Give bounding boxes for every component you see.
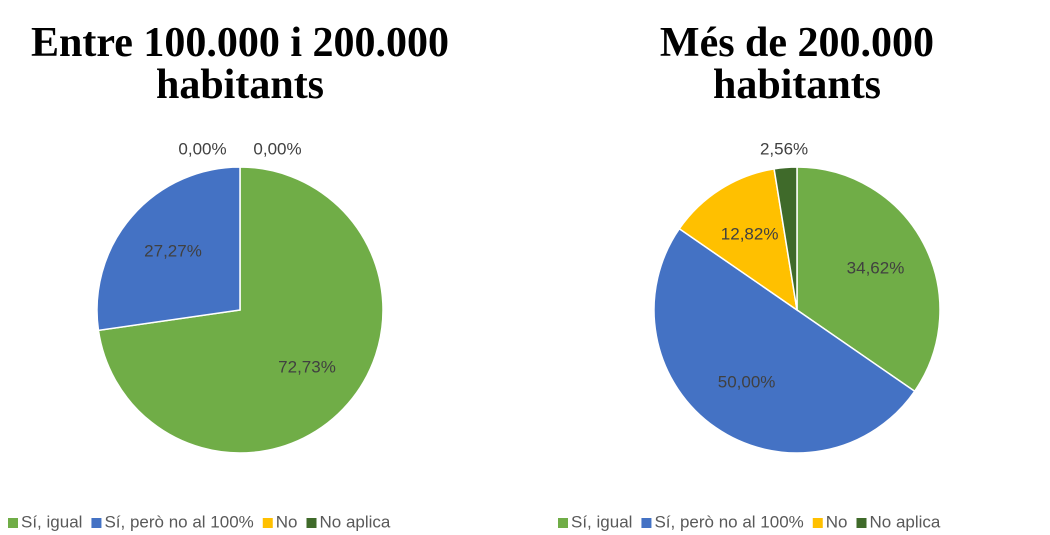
data-label: 27,27% (144, 241, 202, 260)
legend-swatch (262, 518, 273, 528)
chart-title: Entre 100.000 i 200.000 (31, 20, 449, 66)
legend-label: No (276, 512, 298, 531)
chart-title: Més de 200.000 (660, 20, 934, 66)
chart-title: habitants (713, 62, 881, 108)
data-label: 50,00% (718, 372, 776, 391)
data-label: 0,00% (178, 139, 226, 158)
legend-label: No aplica (320, 512, 391, 531)
legend-swatch (8, 518, 18, 528)
legend-swatch (812, 518, 823, 528)
legend-swatch (306, 518, 317, 528)
chart-title: habitants (156, 62, 324, 108)
legend-swatch (856, 518, 867, 528)
legend-label: Sí, igual (571, 512, 632, 531)
pie-slice (796, 166, 941, 393)
data-label: 72,73% (278, 358, 336, 377)
legend-label: No (826, 512, 848, 531)
data-label: 2,56% (760, 139, 808, 158)
legend-label: No aplica (870, 512, 941, 531)
legend-label: Sí, igual (21, 512, 82, 531)
legend-label: Sí, però no al 100% (104, 512, 253, 531)
data-label: 34,62% (847, 258, 905, 277)
legend-label: Sí, però no al 100% (654, 512, 803, 531)
data-label: 0,00% (253, 139, 301, 158)
pie-slice (653, 227, 916, 454)
legend-swatch (641, 518, 652, 528)
legend-swatch (91, 518, 102, 528)
pie-slice (773, 166, 798, 311)
data-label: 12,82% (721, 225, 779, 244)
pie-slice (96, 166, 241, 332)
legend-swatch (558, 518, 568, 528)
pie-slice (678, 167, 799, 312)
